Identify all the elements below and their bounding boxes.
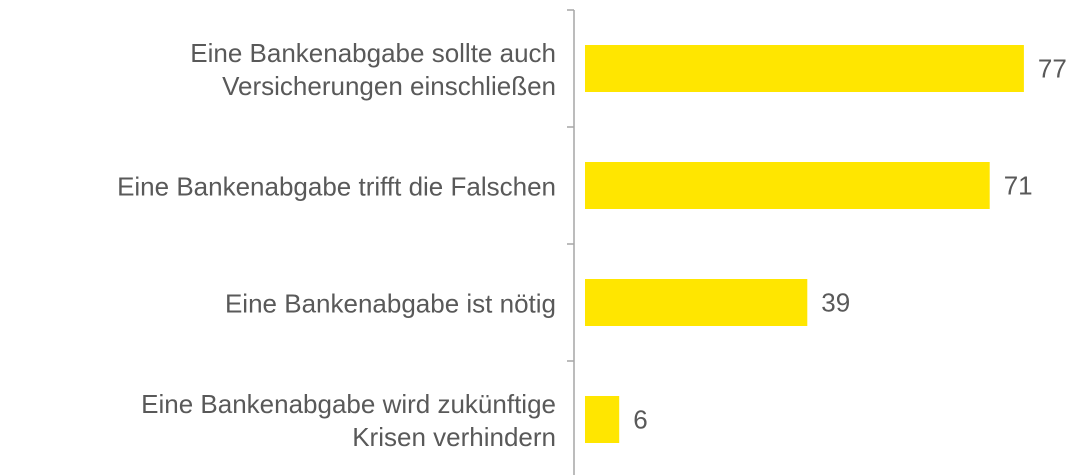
bar [585, 396, 620, 443]
bar [585, 45, 1024, 92]
bar [585, 279, 808, 326]
category-label: Eine Bankenabgabe wird zukünftige Krisen… [141, 388, 556, 452]
category-label: Eine Bankenabgabe ist nötig [224, 288, 556, 318]
value-label: 39 [821, 287, 850, 317]
category-label: Eine Bankenabgabe trifft die Falschen [117, 171, 556, 201]
value-label: 71 [1004, 170, 1033, 200]
bar [585, 162, 990, 209]
category-label: Eine Bankenabgabe sollte auch Versicheru… [190, 37, 556, 101]
value-label: 6 [633, 404, 647, 434]
value-label: 77 [1038, 53, 1067, 83]
